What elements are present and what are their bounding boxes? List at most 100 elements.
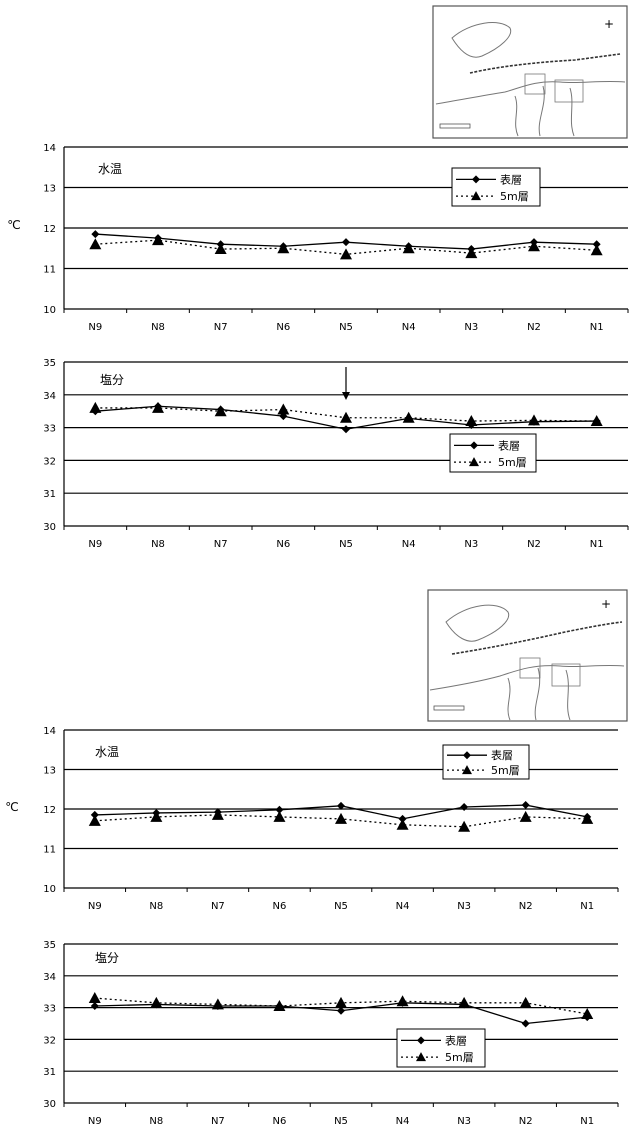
x-tick-label: N2 (519, 901, 533, 912)
y-tick-label: 31 (43, 489, 56, 500)
data-point-5m (335, 996, 347, 1008)
north-arrow-icon: + (601, 597, 611, 611)
legend-marker-surface (417, 1036, 425, 1045)
x-tick-label: N4 (402, 539, 416, 550)
x-tick-label: N9 (88, 901, 102, 912)
x-tick-label: N8 (149, 901, 163, 912)
x-tick-label: N9 (88, 322, 102, 333)
x-tick-label: N8 (151, 322, 165, 333)
data-point-5m (152, 401, 164, 413)
legend: 表層 5m層 (451, 167, 541, 207)
map-coastline (451, 22, 512, 58)
y-tick-label: 10 (43, 884, 56, 895)
map-river (534, 667, 541, 721)
data-point-5m (277, 242, 290, 254)
chart-1: 10 11 12 13 14 N9 N8 N7 N6 N5 N4 N3 N2 N1 水温 ℃ 表層 5m層 (7, 143, 629, 333)
x-tick-label: N3 (464, 322, 478, 333)
data-point-5m (340, 248, 352, 260)
x-tick-label: N1 (580, 1116, 594, 1124)
x-tick-label: N6 (273, 1116, 287, 1124)
legend-box (396, 1028, 486, 1068)
chart-title: 水温 (98, 162, 122, 176)
legend-marker-surface (463, 751, 471, 760)
data-point-5m (465, 247, 478, 259)
map-river (565, 669, 571, 721)
legend-label-5m: 5m層 (500, 190, 529, 203)
data-point-5m (150, 810, 163, 822)
data-point-5m (528, 240, 540, 252)
x-tick-label: N6 (276, 539, 290, 550)
data-point-5m (211, 998, 224, 1010)
data-point-5m (89, 238, 102, 250)
data-point-5m (402, 242, 415, 254)
y-tick-label: 33 (43, 1004, 56, 1015)
x-tick-label: N9 (88, 1116, 102, 1124)
x-tick-label: N1 (590, 322, 604, 333)
data-point-surface (337, 1006, 345, 1015)
data-point-5m (590, 244, 603, 256)
legend-marker-5m (471, 191, 481, 201)
x-tick-label: N8 (149, 1116, 163, 1124)
x-tick-label: N7 (211, 1116, 225, 1124)
map-block (524, 73, 546, 95)
legend-label-surface: 表層 (498, 438, 520, 452)
map-block (551, 663, 581, 687)
y-tick-label: 35 (43, 358, 56, 369)
legend-label-surface: 表層 (491, 748, 513, 762)
y-axis-label: ℃ (7, 218, 20, 232)
x-tick-label: N2 (527, 539, 541, 550)
map-scalebar (439, 123, 471, 129)
map-coastline (451, 621, 623, 655)
legend-label-5m: 5m層 (491, 764, 520, 777)
map-coastline (445, 604, 510, 642)
y-tick-label: 13 (43, 184, 56, 195)
map-frame (432, 5, 628, 139)
data-point-surface (460, 803, 469, 812)
y-tick-label: 30 (43, 522, 56, 533)
x-tick-label: N2 (519, 1116, 533, 1124)
data-point-5m (335, 812, 347, 824)
y-tick-label: 12 (43, 224, 56, 235)
x-tick-label: N5 (334, 901, 348, 912)
data-point-5m (273, 1000, 286, 1012)
data-point-surface (592, 240, 601, 249)
data-point-5m (211, 808, 224, 820)
x-tick-label: N2 (527, 322, 541, 333)
data-point-5m (519, 996, 532, 1008)
map-frame (427, 589, 628, 722)
annotation-arrowhead (342, 392, 350, 400)
x-tick-label: N4 (396, 901, 410, 912)
x-tick-label: N7 (214, 539, 228, 550)
map-river (569, 87, 575, 137)
data-point-5m (277, 403, 290, 415)
legend-marker-surface (472, 175, 480, 184)
y-tick-label: 10 (43, 305, 56, 316)
map-river (514, 95, 519, 137)
x-tick-label: N9 (88, 539, 102, 550)
chart-title: 塩分 (95, 950, 119, 965)
y-tick-label: 12 (43, 805, 56, 816)
map-coastline (469, 53, 621, 74)
y-tick-label: 31 (43, 1067, 56, 1078)
x-tick-label: N8 (151, 539, 165, 550)
data-point-5m (214, 405, 227, 417)
x-tick-label: N1 (590, 539, 604, 550)
map-river (507, 677, 511, 721)
x-tick-label: N5 (339, 539, 353, 550)
data-point-5m (581, 812, 594, 824)
data-point-5m (458, 820, 471, 832)
x-tick-label: N3 (457, 901, 471, 912)
y-tick-label: 30 (43, 1099, 56, 1110)
data-point-surface (337, 801, 345, 810)
x-tick-label: N5 (334, 1116, 348, 1124)
data-point-surface (342, 425, 350, 434)
data-point-5m (396, 995, 409, 1007)
data-point-5m (465, 415, 478, 427)
data-point-5m (150, 996, 163, 1008)
y-tick-label: 34 (43, 972, 56, 983)
x-tick-label: N1 (580, 901, 594, 912)
y-tick-label: 32 (43, 1035, 56, 1046)
legend: 表層 5m層 (449, 433, 537, 473)
